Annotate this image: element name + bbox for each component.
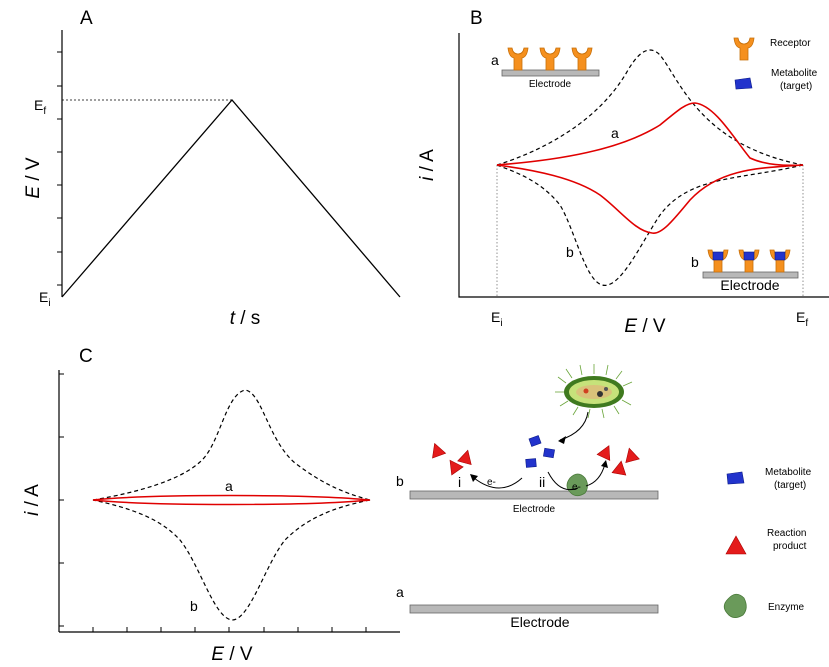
panel-b: B a b a Electrode b [417,8,829,337]
arrowhead-icon [470,474,478,482]
panel-c-step-ii: ii [539,474,545,490]
panel-b-axes [458,33,829,298]
panel-c-step-i: i [458,474,461,490]
receptor-legend-icon [733,37,755,61]
panel-a: A Ef Ei E / V t / s [23,8,401,329]
panel-b-electrode-a-inset: a Electrode [491,47,600,90]
panel-b-ef-label: Ef [796,309,808,329]
receptor-bound-icon [738,249,760,273]
panel-c-curve-b-label: b [190,598,198,614]
arrowhead-icon [558,436,566,444]
panel-b-legend-metabolite: Metabolite [771,68,818,79]
panel-b-legend-receptor: Receptor [770,38,811,49]
panel-a-y-axis-label: E / V [23,157,44,199]
panel-c-curve-b-lower [92,499,371,621]
panel-c-x-ticks [92,627,367,632]
panel-c-label: C [79,346,93,367]
panel-b-curve-b-label: b [566,244,574,260]
receptor-bound-icon [707,249,729,273]
product-icon [611,460,627,476]
enzyme-icon [566,473,588,497]
panel-b-label: B [470,8,483,29]
panel-c-electron-1: e- [487,477,496,488]
panel-b-legend: Receptor Metabolite (target) [733,37,818,92]
panel-c-electrode-a-tag: a [396,584,404,600]
step-ii-arrow-in [547,471,579,491]
panel-c-legend: Metabolite (target) Reaction product Enz… [723,467,812,618]
panel-b-curve-b-reverse [496,164,804,286]
bacterium-release-arrow [559,411,589,441]
panel-b-electrode-b-inset: b Electrode [691,249,799,293]
arrowhead-icon [601,460,608,468]
panel-b-legend-target: (target) [780,81,812,92]
enzyme-legend-icon [723,593,747,618]
metabolite-icon [528,435,542,447]
panel-c-x-axis-label: E / V [211,644,253,665]
metabolite-icon [543,447,555,459]
panel-c-curve-a [92,494,371,506]
receptor-icon [571,47,593,71]
panel-b-ei-label: Ei [491,309,503,329]
product-icon [625,447,640,464]
panel-a-ei-label: Ei [39,289,51,309]
product-icon [432,442,447,459]
panel-c-legend-metabolite: Metabolite [765,467,812,478]
panel-b-electrode-a-text: Electrode [529,79,572,90]
panel-c-electrode-b-tag: b [396,473,404,489]
panel-b-curve-a-label: a [611,125,619,141]
panel-c-y-axis-label: i / A [22,484,43,516]
product-icon [596,445,611,461]
panel-c-electrode-b-text: Electrode [513,504,556,515]
panel-a-y-ticks [57,51,62,286]
panel-b-curve-b-forward [496,49,804,166]
panel-c-legend-product-1: Reaction [767,528,806,539]
panel-a-label: A [80,8,93,29]
step-i-arrow [473,477,523,489]
panel-b-curve-a-forward [496,102,804,167]
panel-a-triangle-waveform [61,99,401,298]
panel-b-y-axis-label: i / A [417,149,438,181]
panel-c-legend-enzyme: Enzyme [768,602,805,613]
panel-b-electrode-a-bar [501,69,600,77]
metabolite-legend-icon [726,471,745,485]
product-legend-icon [725,535,747,555]
panel-c-electron-2: e- [572,482,581,493]
metabolite-legend-icon [734,77,753,90]
bacterium-icon [555,364,633,419]
panel-b-x-axis-label: E / V [624,316,666,337]
product-icon [449,459,464,476]
receptor-bound-icon [769,249,791,273]
panel-c-legend-target: (target) [774,480,806,491]
panel-c-electrode-a-bar [409,604,659,614]
metabolite-icon [525,458,537,468]
receptor-icon [507,47,529,71]
panel-c-legend-product-2: product [773,541,807,552]
product-icon [457,449,472,466]
panel-c-electrode-a-scene: a Electrode [396,584,659,630]
panel-c-electrode-b-scene: b Electrode [396,364,659,515]
panel-b-curve-a-reverse [496,164,804,234]
receptor-icon [539,47,561,71]
panel-c: C a b i / A E / V [22,346,812,665]
panel-c-curve-a-label: a [225,478,233,494]
panel-c-y-ticks [59,373,64,627]
panel-c-electrode-b-bar [409,490,659,500]
panel-b-electrode-b-text: Electrode [720,277,779,293]
panel-a-ef-label: Ef [34,97,46,117]
panel-a-x-axis-label: t / s [230,308,261,329]
panel-b-electrode-a-tag: a [491,52,499,68]
panel-b-electrode-b-tag: b [691,254,699,270]
step-ii-arrow-out [585,463,606,487]
panel-c-electrode-a-text: Electrode [510,614,569,630]
